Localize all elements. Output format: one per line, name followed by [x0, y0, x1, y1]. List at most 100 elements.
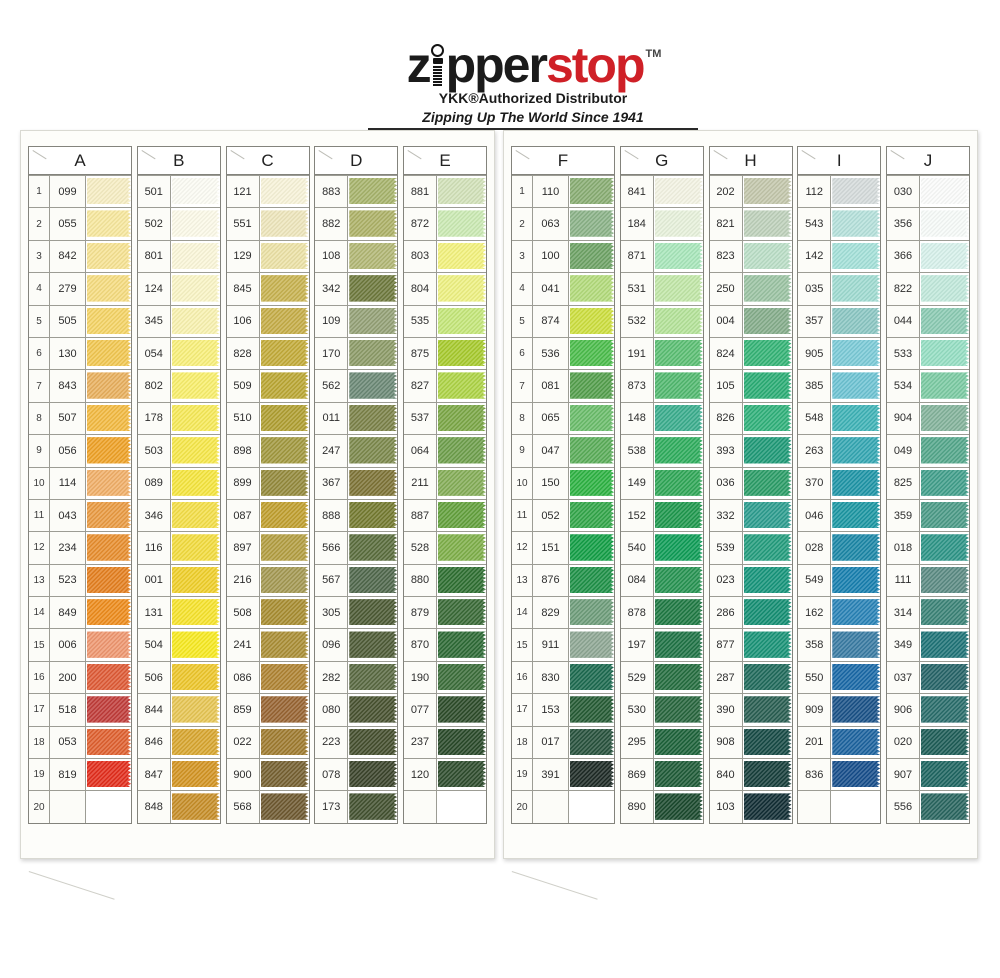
color-code: 823: [709, 240, 743, 273]
color-code: 550: [798, 661, 832, 694]
swatch-cell: [170, 435, 220, 467]
row-number: 9: [29, 435, 50, 467]
fabric-swatch: [171, 501, 220, 529]
color-row: 037: [887, 660, 969, 694]
fabric-swatch: [570, 307, 614, 334]
color-row: 529: [620, 660, 703, 694]
color-code: 393: [709, 435, 743, 467]
swatch-cell: [259, 759, 309, 791]
column-letter-G: G: [620, 147, 703, 175]
color-code: 342: [315, 273, 349, 305]
swatch-cell: [437, 467, 486, 499]
color-row: 562: [315, 369, 398, 402]
color-code: 562: [315, 370, 349, 402]
fabric-swatch: [743, 242, 792, 270]
color-code: 110: [533, 176, 569, 208]
swatch-cell: [437, 661, 486, 694]
fabric-swatch: [654, 404, 703, 432]
fabric-swatch: [570, 501, 614, 529]
color-code: 052: [533, 499, 569, 532]
swatch-cell: [259, 337, 309, 370]
swatch-cell: [259, 532, 309, 564]
row-number: 18: [29, 726, 50, 759]
swatch-cell: [742, 564, 792, 597]
fabric-swatch: [570, 696, 614, 723]
color-row: 538: [620, 434, 703, 467]
swatch-cell: [259, 467, 309, 499]
swatch-cell: [742, 305, 792, 337]
color-row: 2 055: [29, 207, 131, 240]
swatch-cell: [569, 273, 614, 305]
color-row: 162: [798, 596, 881, 629]
row-number: 10: [512, 467, 533, 499]
color-row: 845: [226, 272, 309, 305]
color-code: 518: [50, 694, 86, 726]
color-row: 346: [137, 498, 220, 532]
color-row: 332: [709, 498, 792, 532]
row-number: 5: [29, 305, 50, 337]
swatch-cell: [170, 370, 220, 402]
color-code: 802: [137, 370, 171, 402]
fabric-swatch: [87, 501, 131, 529]
color-code: 150: [533, 467, 569, 499]
fabric-swatch: [171, 437, 220, 464]
color-row: 359: [887, 498, 969, 532]
color-code: 551: [226, 208, 260, 240]
fabric-swatch: [349, 534, 398, 561]
color-row: 241: [226, 628, 309, 661]
color-code: 056: [50, 435, 86, 467]
color-row: 367: [315, 466, 398, 499]
swatch-cell: [170, 240, 220, 273]
swatch-cell: [170, 791, 220, 823]
color-code: 100: [533, 240, 569, 273]
color-row: 847: [137, 758, 220, 791]
swatch-cell: [348, 208, 398, 240]
fabric-swatch: [349, 696, 398, 723]
brand-header: z pper stop TM YKK®Authorized Distributo…: [368, 26, 698, 130]
fabric-swatch: [260, 437, 309, 464]
color-code: 247: [315, 435, 349, 467]
fabric-swatch: [921, 696, 969, 723]
color-code: 502: [137, 208, 171, 240]
swatch-cell: [742, 759, 792, 791]
color-row: 6 536: [512, 336, 614, 370]
color-row: 826: [709, 401, 792, 435]
color-code: 390: [709, 694, 743, 726]
fabric-swatch: [832, 728, 881, 756]
color-code: 539: [709, 532, 743, 564]
swatch-cell: [259, 661, 309, 694]
color-row: 190: [404, 660, 486, 694]
color-code: 120: [404, 759, 437, 791]
fabric-swatch: [832, 178, 881, 205]
swatch-cell: [348, 337, 398, 370]
fabric-swatch: [171, 469, 220, 496]
color-row: 551: [226, 207, 309, 240]
zipper-ring-icon: [431, 44, 445, 57]
fabric-swatch: [87, 728, 131, 756]
color-code: 530: [620, 694, 654, 726]
color-row: 105: [709, 369, 792, 402]
color-code: 871: [620, 240, 654, 273]
fabric-swatch: [438, 631, 486, 658]
color-row: 503: [137, 434, 220, 467]
color-row: 170: [315, 336, 398, 370]
color-code: 124: [137, 273, 171, 305]
color-row: 6 130: [29, 336, 131, 370]
swatch-cell: [742, 791, 792, 823]
column-letter-I: I: [798, 147, 881, 175]
fabric-swatch: [654, 599, 703, 626]
fabric-swatch: [832, 210, 881, 237]
color-row: 10 114: [29, 466, 131, 499]
fabric-swatch: [438, 534, 486, 561]
color-row: 112: [798, 175, 881, 208]
color-code: 875: [404, 337, 437, 370]
color-row: 370: [798, 466, 881, 499]
zipper-teeth-icon: [433, 65, 443, 86]
color-row: 17 518: [29, 693, 131, 726]
fabric-swatch: [921, 501, 969, 529]
color-code: 370: [798, 467, 832, 499]
zipperstop-logo: z pper stop TM: [368, 26, 698, 90]
swatch-cell: [86, 726, 131, 759]
color-row: 7 843: [29, 369, 131, 402]
